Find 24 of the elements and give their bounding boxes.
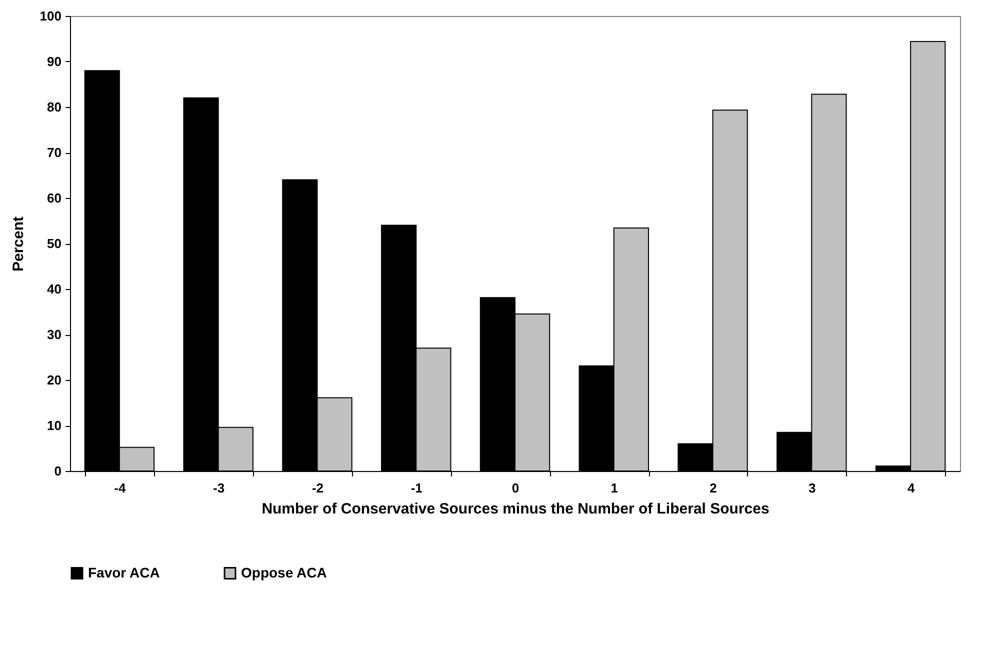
legend-label: Oppose ACA — [241, 564, 327, 580]
x-tick-label: -3 — [213, 480, 225, 496]
y-tick-label: 30 — [47, 327, 62, 342]
x-axis-title: Number of Conservative Sources minus the Number of Liberal Sources — [262, 500, 770, 518]
x-tick-label: 0 — [512, 480, 520, 496]
x-tick-label: 2 — [710, 480, 717, 496]
x-tick-label: -1 — [410, 480, 422, 496]
y-axis-title: Percent — [10, 216, 27, 272]
y-tick-label: 80 — [47, 100, 62, 114]
x-tick-label: 1 — [610, 480, 618, 496]
y-tick-label: 20 — [47, 372, 62, 388]
y-tick-label: 40 — [47, 282, 62, 296]
y-tick-label: 0 — [54, 464, 62, 478]
x-tick-label: -2 — [312, 480, 324, 496]
x-tick-label: -4 — [114, 480, 126, 496]
y-tick-label: 90 — [47, 54, 62, 69]
y-tick-label: 100 — [40, 8, 62, 24]
y-tick-label: 70 — [47, 145, 62, 160]
y-tick-label: 60 — [47, 190, 62, 206]
x-tick-label: 4 — [907, 480, 916, 496]
y-tick-label: 50 — [47, 236, 62, 251]
legend-label: Favor ACA — [88, 564, 160, 580]
y-tick-label: 10 — [47, 418, 62, 433]
x-tick-label: 3 — [808, 480, 816, 496]
